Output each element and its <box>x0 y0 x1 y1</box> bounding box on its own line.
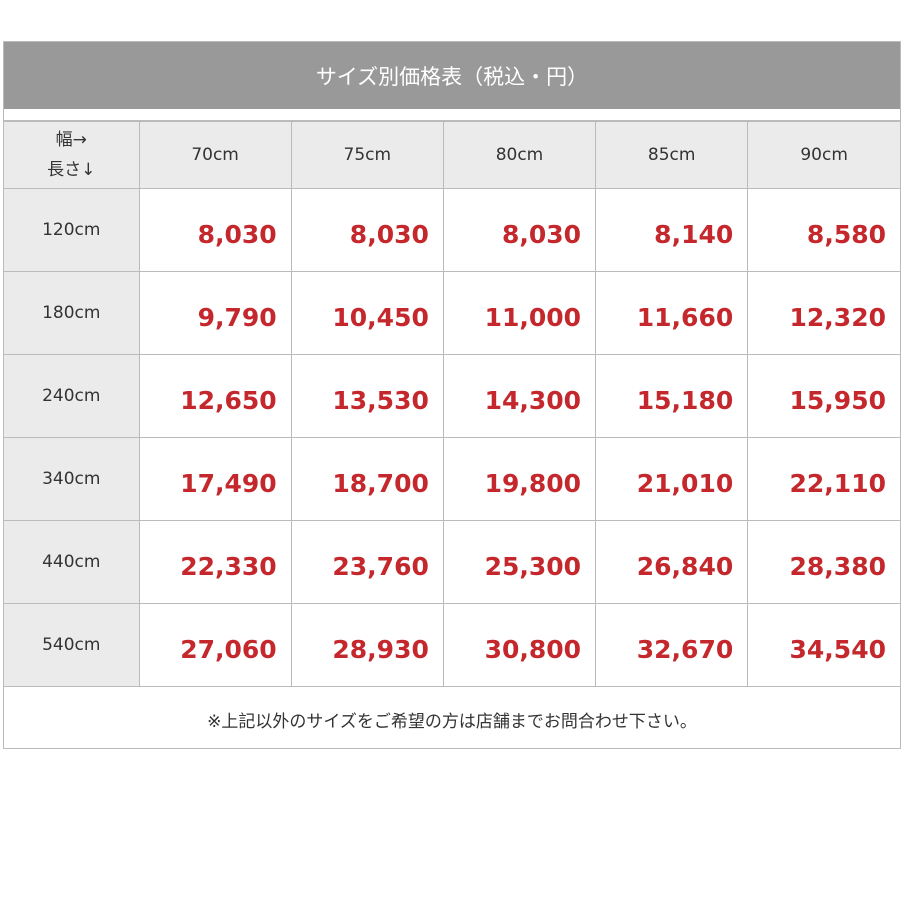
row-header: 540cm <box>4 603 140 687</box>
table-row: 120cm 8,030 8,030 8,030 8,140 8,580 <box>4 188 900 272</box>
table-title: サイズ別価格表（税込・円） <box>4 42 900 109</box>
price-cell: 19,800 <box>442 437 597 521</box>
price-cell: 8,030 <box>138 188 292 272</box>
column-header: 80cm <box>442 121 597 189</box>
spacer <box>4 109 900 121</box>
price-cell: 17,490 <box>138 437 292 521</box>
row-header: 440cm <box>4 520 140 604</box>
length-label: 長さ↓ <box>47 160 96 180</box>
footnote: ※上記以外のサイズをご希望の方は店舗までお問合わせ下さい。 <box>207 711 697 732</box>
row-header: 340cm <box>4 437 140 521</box>
price-cell: 8,580 <box>747 188 900 272</box>
width-label: 幅→ <box>55 130 87 150</box>
table-row: 440cm 22,330 23,760 25,300 26,840 28,380 <box>4 520 900 604</box>
price-cell: 11,660 <box>595 271 749 355</box>
row-header: 120cm <box>4 188 140 272</box>
header-row: 幅→ 長さ↓ 70cm 75cm 80cm 85cm 90cm <box>4 121 900 189</box>
table-row: 240cm 12,650 13,530 14,300 15,180 15,950 <box>4 354 900 438</box>
price-cell: 32,670 <box>595 603 749 687</box>
column-header: 75cm <box>290 121 444 189</box>
price-cell: 28,380 <box>747 520 900 604</box>
column-header: 85cm <box>595 121 749 189</box>
corner-cell: 幅→ 長さ↓ <box>4 121 140 189</box>
price-cell: 11,000 <box>442 271 597 355</box>
price-cell: 21,010 <box>595 437 749 521</box>
price-cell: 8,030 <box>442 188 597 272</box>
price-cell: 10,450 <box>290 271 444 355</box>
price-cell: 34,540 <box>747 603 900 687</box>
price-table: 幅→ 長さ↓ 70cm 75cm 80cm 85cm 90cm 120cm 8,03… <box>4 121 900 687</box>
price-cell: 9,790 <box>138 271 292 355</box>
row-header: 180cm <box>4 271 140 355</box>
price-cell: 22,330 <box>138 520 292 604</box>
table-row: 340cm 17,490 18,700 19,800 21,010 22,110 <box>4 437 900 521</box>
price-cell: 23,760 <box>290 520 444 604</box>
column-header: 90cm <box>747 121 900 189</box>
price-cell: 30,800 <box>442 603 597 687</box>
column-header: 70cm <box>138 121 292 189</box>
price-cell: 12,650 <box>138 354 292 438</box>
price-cell: 14,300 <box>442 354 597 438</box>
price-cell: 8,030 <box>290 188 444 272</box>
price-cell: 12,320 <box>747 271 900 355</box>
price-cell: 25,300 <box>442 520 597 604</box>
price-cell: 28,930 <box>290 603 444 687</box>
price-table-container: サイズ別価格表（税込・円） 幅→ 長さ↓ 70cm 75cm 80cm 85cm … <box>3 41 901 749</box>
price-cell: 13,530 <box>290 354 444 438</box>
price-cell: 27,060 <box>138 603 292 687</box>
price-cell: 8,140 <box>595 188 749 272</box>
price-cell: 18,700 <box>290 437 444 521</box>
row-header: 240cm <box>4 354 140 438</box>
price-cell: 15,950 <box>747 354 900 438</box>
price-cell: 15,180 <box>595 354 749 438</box>
price-cell: 22,110 <box>747 437 900 521</box>
price-cell: 26,840 <box>595 520 749 604</box>
table-row: 540cm 27,060 28,930 30,800 32,670 34,540 <box>4 603 900 687</box>
table-row: 180cm 9,790 10,450 11,000 11,660 12,320 <box>4 271 900 355</box>
